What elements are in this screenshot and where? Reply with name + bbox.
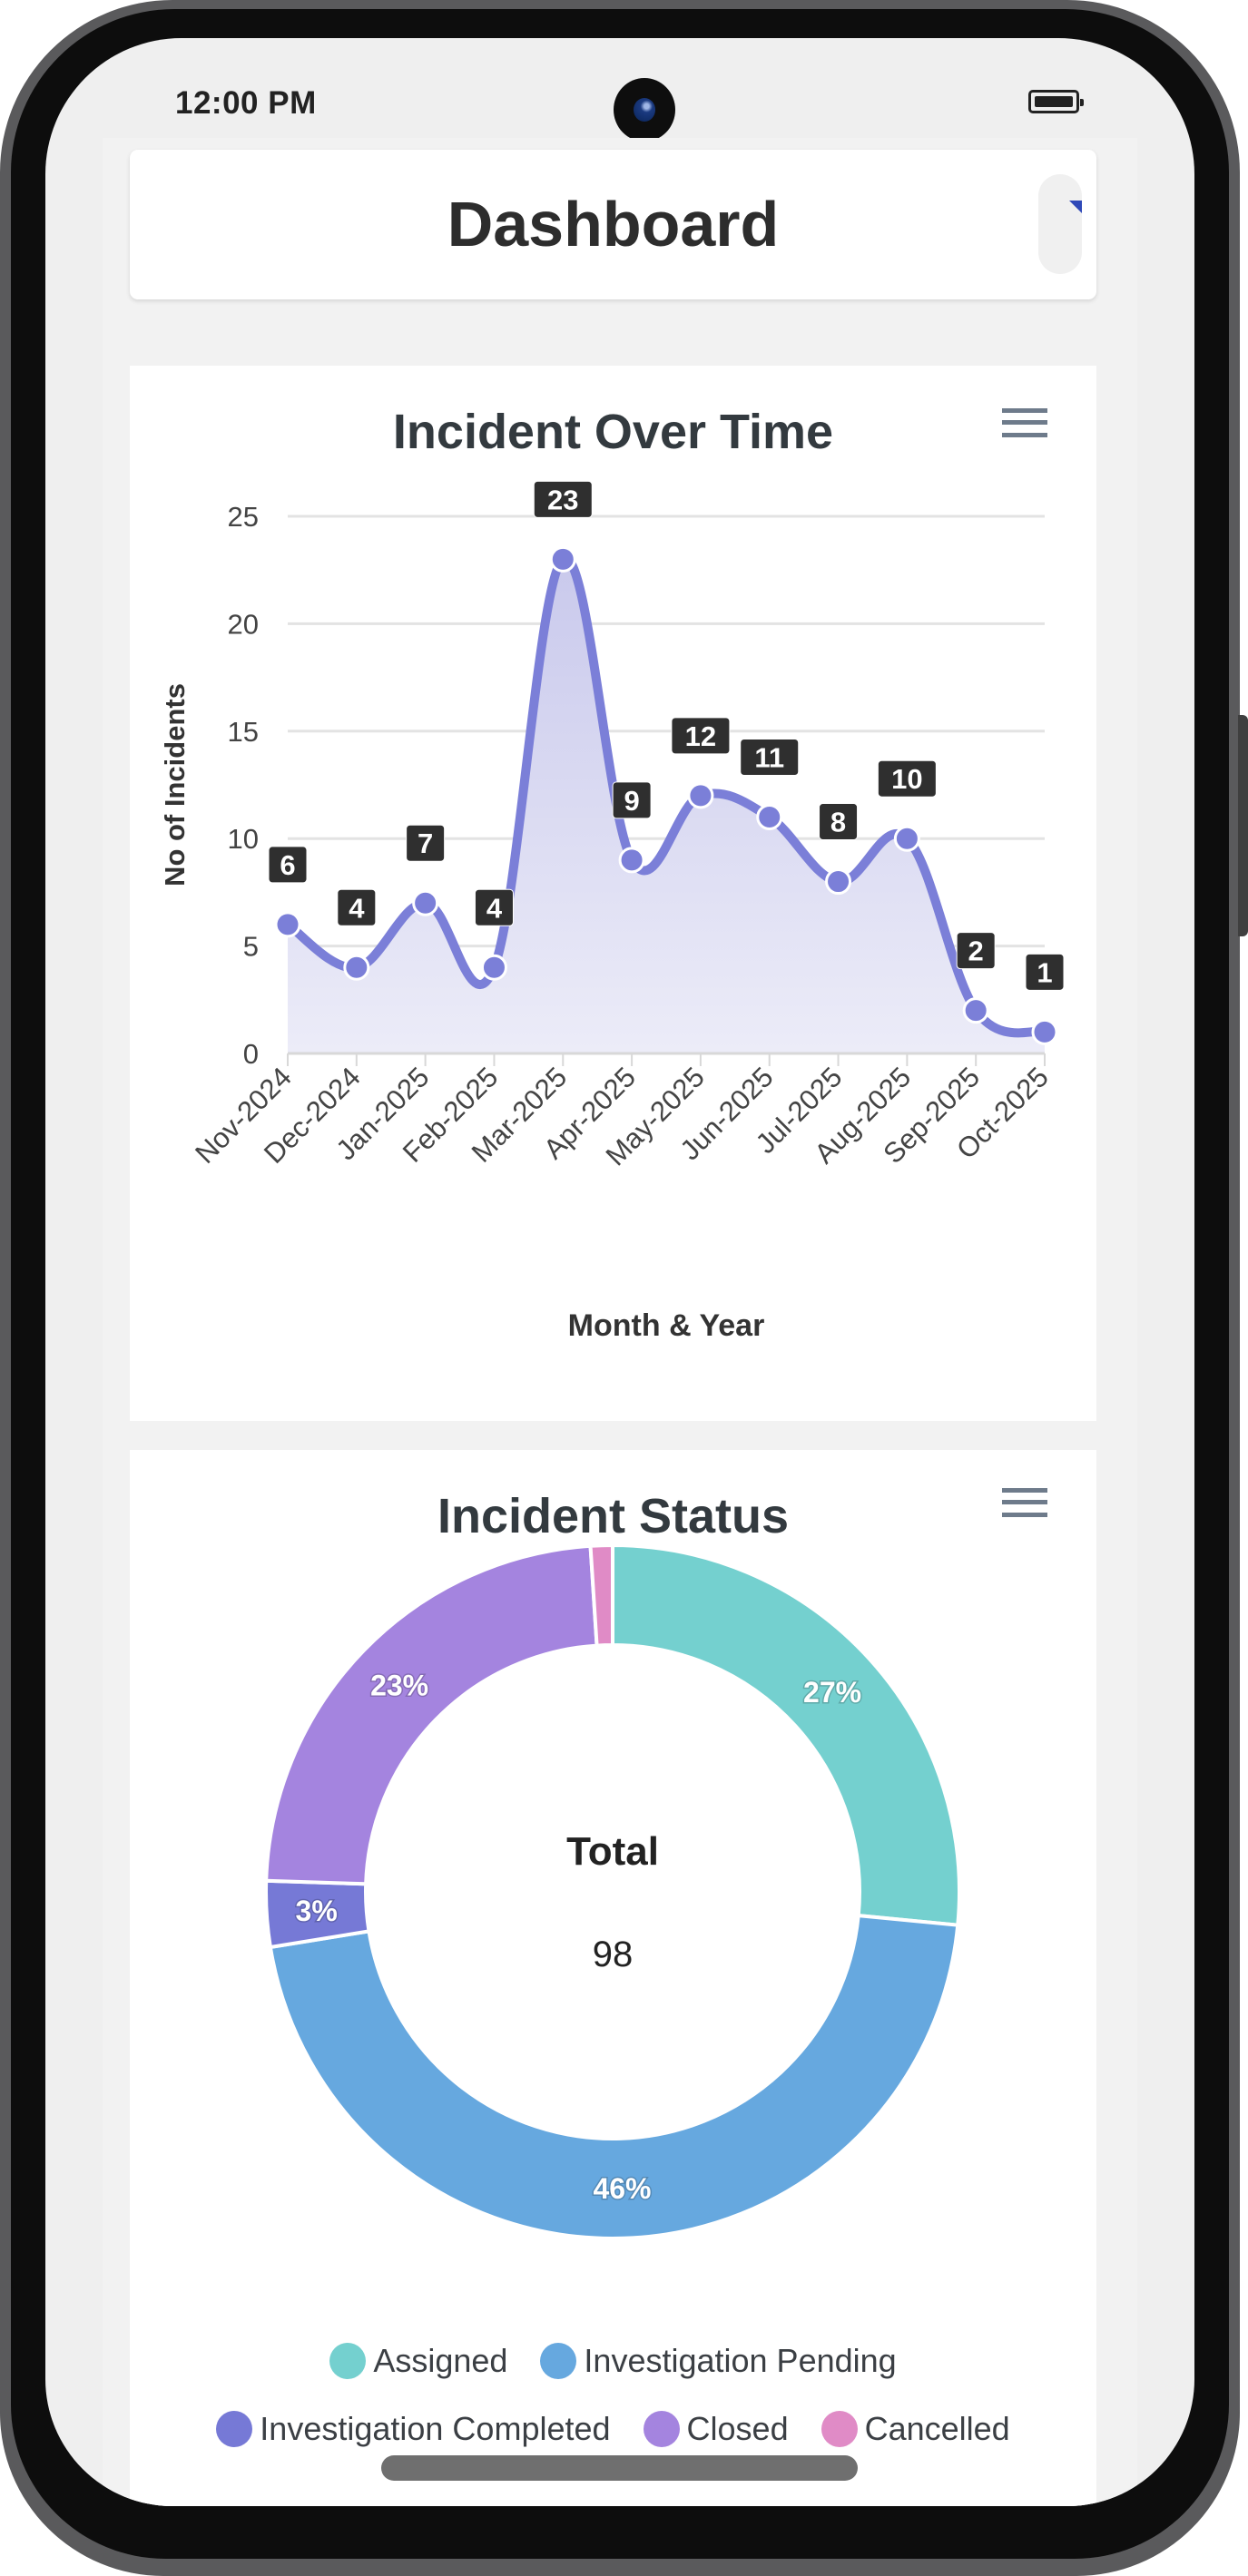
legend-label: Cancelled [864,2410,1010,2447]
y-tick-label: 0 [243,1038,259,1070]
legend-dot-icon [216,2411,253,2447]
legend-label: Investigation Pending [584,2342,897,2379]
svg-text:23: 23 [547,484,578,515]
svg-text:1: 1 [1037,956,1052,988]
data-point[interactable] [962,997,989,1024]
battery-full-icon [1028,90,1084,113]
slice-percent-label: 3% [296,1895,338,1927]
data-label: 1 [1025,953,1065,991]
incident-status-card: Incident Status 27% 46% 3% 23% Total 98 Assig… [130,1450,1096,2506]
camera-icon [614,78,675,142]
x-axis-title: Month & Year [568,1308,765,1343]
data-label: 12 [671,717,731,755]
svg-text:11: 11 [754,742,784,774]
donut-slice-investigation-pending[interactable] [268,1913,960,2240]
legend-item-investigation-completed[interactable]: Investigation Completed [216,2410,611,2448]
header-bar: Dashboard [130,150,1096,299]
slice-percent-label: 23% [370,1670,428,1702]
donut-slice-assigned[interactable] [611,1543,961,1927]
donut-slice-closed[interactable] [264,1543,599,1886]
incident-over-time-card: Incident Over Time 0 5 10 15 20 25 6 4 7 4 23 9 12 11… [130,366,1096,1421]
legend-dot-icon [821,2411,858,2447]
legend-item-closed[interactable]: Closed [643,2410,789,2448]
data-label: 9 [612,781,652,819]
legend-label: Assigned [373,2342,508,2379]
data-point[interactable] [480,954,507,981]
slice-percent-label: 46% [593,2172,651,2205]
svg-text:12: 12 [685,720,716,752]
data-point[interactable] [618,847,645,874]
data-point[interactable] [756,804,783,831]
donut-slice-cancelled[interactable] [588,1543,614,1648]
svg-text:2: 2 [968,935,984,967]
legend-item-cancelled[interactable]: Cancelled [821,2410,1010,2448]
legend-item-investigation-pending[interactable]: Investigation Pending [540,2342,897,2380]
legend-dot-icon [329,2343,367,2379]
incident-donut-chart: 27% 46% 3% 23% Total 98 [264,1543,961,2240]
data-label: 23 [533,480,593,518]
data-point[interactable] [687,782,714,809]
data-point[interactable] [412,889,439,916]
y-axis-title: No of Incidents [159,683,191,886]
legend-row-2: Investigation Completed Closed Cancelled [130,2410,1096,2448]
data-point[interactable] [274,911,301,938]
svg-text:6: 6 [280,849,295,881]
legend-label: Investigation Completed [260,2410,611,2447]
chart-title: Incident Over Time [392,405,834,459]
y-tick-label: 5 [243,931,259,963]
data-label: 2 [956,932,996,970]
data-point[interactable] [893,825,920,852]
legend-row-1: Assigned Investigation Pending [130,2342,1096,2380]
data-point[interactable] [343,954,370,981]
legend-item-assigned[interactable]: Assigned [329,2342,507,2380]
y-tick-label: 20 [228,608,259,640]
data-label: 7 [406,824,446,862]
hamburger-menu-icon[interactable] [1002,1488,1047,1519]
svg-text:10: 10 [891,763,922,795]
data-label: 8 [819,803,859,841]
data-label: 4 [337,888,377,926]
incident-line-chart: 05101520256474239121181021Nov-2024Dec-20… [159,480,1065,1343]
home-indicator[interactable] [381,2455,858,2481]
drawer-toggle-button[interactable] [1038,174,1082,274]
y-tick-label: 25 [228,501,259,533]
donut-center-label: Total [566,1829,659,1874]
svg-text:8: 8 [830,807,846,838]
area-fill [288,558,1045,1053]
svg-text:4: 4 [486,892,503,924]
legend-label: Closed [686,2410,789,2447]
data-point[interactable] [1031,1018,1058,1045]
donut-center-value: 98 [593,1934,634,1974]
data-label: 11 [740,739,800,777]
y-tick-label: 15 [228,716,259,748]
legend-dot-icon [540,2343,577,2379]
legend-dot-icon [643,2411,680,2447]
phone-side-button [1238,715,1248,936]
phone-screen: 12:00 PM Dashboard Incident Over Time 0 5… [45,38,1194,2506]
chart-title: Incident Status [437,1489,790,1543]
svg-text:7: 7 [418,828,433,859]
data-label: 6 [268,846,308,884]
data-point[interactable] [825,868,852,896]
dashboard-content: Dashboard Incident Over Time 0 5 10 15 20 25 6… [103,138,1137,2506]
data-label: 4 [474,888,514,926]
data-point[interactable] [549,545,576,573]
svg-text:4: 4 [349,892,365,924]
data-label: 10 [877,759,937,798]
y-tick-label: 10 [228,823,259,855]
drawer-toggle-icon [1069,201,1082,213]
svg-text:9: 9 [624,785,639,817]
hamburger-menu-icon[interactable] [1002,408,1047,439]
status-time: 12:00 PM [175,85,317,121]
page-title: Dashboard [447,189,780,260]
slice-percent-label: 27% [803,1676,861,1709]
